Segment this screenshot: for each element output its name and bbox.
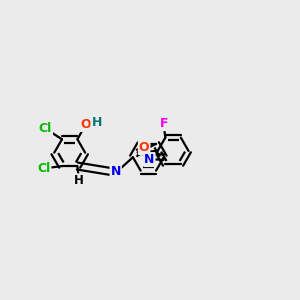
Text: H: H	[74, 174, 84, 187]
Text: H: H	[92, 116, 102, 129]
Text: N: N	[110, 165, 121, 178]
Text: O: O	[80, 118, 91, 131]
Text: Cl: Cl	[37, 162, 50, 175]
Text: F: F	[160, 117, 168, 130]
Text: Cl: Cl	[39, 122, 52, 135]
Text: O: O	[139, 141, 149, 154]
Text: N: N	[144, 153, 154, 166]
